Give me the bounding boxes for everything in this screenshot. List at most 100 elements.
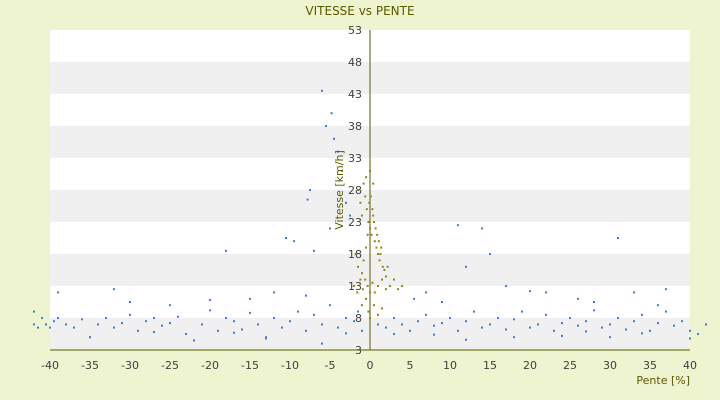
data-point: [577, 324, 579, 327]
data-point: [177, 315, 179, 318]
data-point: [425, 313, 427, 316]
data-point: [393, 317, 395, 319]
data-point: [293, 240, 295, 243]
data-point: [321, 342, 323, 345]
x-tick-label: 15: [483, 359, 497, 372]
data-point: [385, 326, 387, 329]
y-tick-label: 8: [355, 312, 362, 325]
x-tick-label: -25: [161, 359, 179, 372]
data-point: [225, 317, 227, 319]
data-point: [497, 317, 499, 319]
data-point: [359, 278, 362, 281]
data-point: [705, 323, 707, 326]
data-point: [381, 278, 383, 281]
data-point: [377, 253, 379, 255]
data-point: [529, 290, 531, 293]
y-tick-label: 23: [348, 216, 362, 229]
data-point: [97, 323, 99, 326]
data-point: [41, 317, 43, 319]
data-point: [330, 112, 333, 115]
data-point: [381, 265, 384, 268]
data-point: [361, 214, 363, 217]
data-point: [217, 329, 219, 332]
data-point: [241, 328, 243, 331]
data-point: [383, 269, 386, 271]
data-point: [649, 329, 651, 332]
data-point: [633, 320, 635, 323]
x-tick-label: -30: [121, 359, 139, 372]
x-tick-label: 40: [683, 359, 697, 372]
y-tick-label: 48: [348, 56, 362, 69]
data-point: [337, 326, 339, 329]
data-point: [281, 326, 283, 329]
data-point: [357, 265, 359, 268]
data-point: [379, 253, 382, 255]
data-point: [457, 224, 459, 227]
data-point: [374, 227, 377, 230]
data-point: [373, 240, 376, 243]
data-point: [105, 317, 107, 319]
data-point: [81, 318, 83, 321]
y-tick-label: 33: [348, 152, 362, 165]
x-tick-label: 0: [367, 359, 374, 372]
data-point: [365, 208, 368, 211]
data-point: [37, 326, 39, 329]
data-point: [376, 233, 379, 236]
data-point: [325, 125, 327, 127]
data-point: [377, 285, 379, 287]
data-point: [473, 310, 475, 313]
data-point: [201, 323, 203, 326]
data-point: [413, 297, 415, 300]
data-point: [545, 291, 547, 294]
x-tick-label: -15: [241, 359, 259, 372]
chart-title: VITESSE vs PENTE: [305, 4, 414, 18]
data-point: [209, 309, 211, 312]
data-point: [257, 323, 259, 326]
data-point: [617, 317, 619, 319]
data-point: [53, 320, 55, 323]
data-point: [359, 201, 362, 204]
x-tick-label: -40: [41, 359, 59, 372]
data-point: [358, 281, 361, 284]
y-tick-label: 28: [348, 184, 362, 197]
data-point: [401, 285, 403, 287]
data-point: [673, 324, 675, 327]
data-point: [369, 317, 371, 319]
y-tick-label: 43: [348, 88, 362, 101]
data-point: [353, 320, 355, 323]
data-point: [441, 322, 443, 325]
data-point: [489, 323, 491, 326]
data-point: [513, 318, 515, 321]
data-point: [425, 291, 427, 294]
data-point: [321, 323, 323, 326]
data-point: [397, 288, 399, 291]
data-point: [371, 208, 374, 211]
data-point: [49, 326, 51, 329]
data-point: [457, 329, 459, 332]
x-tick-label: -20: [201, 359, 219, 372]
data-point: [373, 304, 375, 307]
data-point: [370, 233, 373, 236]
data-point: [361, 272, 363, 275]
data-point: [537, 323, 539, 326]
data-point: [364, 278, 367, 281]
data-point: [313, 249, 315, 252]
data-point: [289, 320, 291, 323]
x-axis-label: Pente [%]: [636, 374, 690, 387]
data-point: [465, 265, 467, 268]
x-tick-label: 20: [523, 359, 537, 372]
data-point: [609, 336, 611, 339]
data-point: [372, 182, 375, 185]
data-point: [356, 291, 359, 294]
data-point: [145, 320, 147, 323]
data-point: [353, 285, 355, 287]
data-point: [65, 323, 67, 326]
data-point: [385, 275, 387, 278]
data-point: [373, 291, 376, 294]
data-point: [521, 310, 523, 313]
data-point: [633, 291, 635, 294]
data-point: [697, 333, 699, 335]
data-point: [161, 324, 163, 327]
data-point: [365, 297, 367, 300]
